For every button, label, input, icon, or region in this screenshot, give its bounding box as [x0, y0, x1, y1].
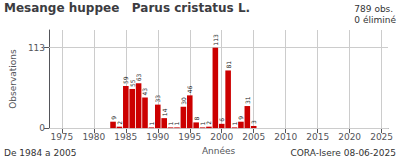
svg-text:1: 1 [173, 121, 180, 125]
svg-text:1990: 1990 [146, 132, 169, 142]
svg-text:1980: 1980 [82, 132, 105, 142]
svg-text:59: 59 [122, 76, 130, 85]
svg-text:1: 1 [167, 121, 175, 126]
svg-text:Observations: Observations [8, 49, 18, 109]
svg-text:6: 6 [218, 118, 225, 122]
svg-text:2025: 2025 [370, 132, 393, 142]
svg-text:33: 33 [154, 95, 161, 103]
svg-text:30: 30 [180, 97, 187, 105]
svg-text:113: 113 [212, 34, 219, 46]
svg-text:0: 0 [39, 123, 45, 133]
svg-text:1: 1 [148, 121, 155, 125]
svg-text:1985: 1985 [114, 132, 137, 142]
svg-text:81: 81 [225, 61, 232, 69]
svg-text:1: 1 [199, 121, 207, 126]
svg-text:55: 55 [128, 79, 136, 87]
svg-text:3: 3 [250, 120, 257, 124]
svg-text:43: 43 [141, 88, 148, 96]
svg-text:1975: 1975 [50, 132, 73, 142]
svg-text:14: 14 [161, 108, 168, 116]
svg-text:46: 46 [186, 86, 193, 94]
svg-text:8: 8 [193, 116, 200, 120]
svg-text:CORA-Isere 08-06-2025: CORA-Isere 08-06-2025 [290, 148, 396, 158]
svg-text:789 obs.: 789 obs. [354, 4, 393, 14]
svg-text:Années: Années [202, 146, 236, 156]
svg-text:Mesange huppee Parus cristat: Mesange huppee Parus cristatus L. [4, 1, 250, 15]
svg-text:2020: 2020 [338, 132, 361, 142]
svg-text:113: 113 [28, 43, 45, 53]
svg-text:1: 1 [231, 121, 238, 125]
svg-text:0 éliminé: 0 éliminé [354, 15, 396, 25]
svg-text:2: 2 [116, 121, 123, 125]
svg-text:2005: 2005 [242, 132, 265, 142]
svg-text:63: 63 [135, 73, 142, 81]
svg-text:9: 9 [237, 116, 244, 120]
svg-text:31: 31 [244, 96, 251, 104]
svg-text:De 1984 a 2005: De 1984 a 2005 [4, 148, 76, 158]
svg-text:2000: 2000 [210, 132, 233, 142]
svg-text:1995: 1995 [178, 132, 201, 142]
svg-text:2015: 2015 [306, 132, 329, 142]
svg-text:2010: 2010 [274, 132, 297, 142]
svg-text:9: 9 [110, 116, 117, 120]
svg-text:2: 2 [205, 121, 212, 125]
